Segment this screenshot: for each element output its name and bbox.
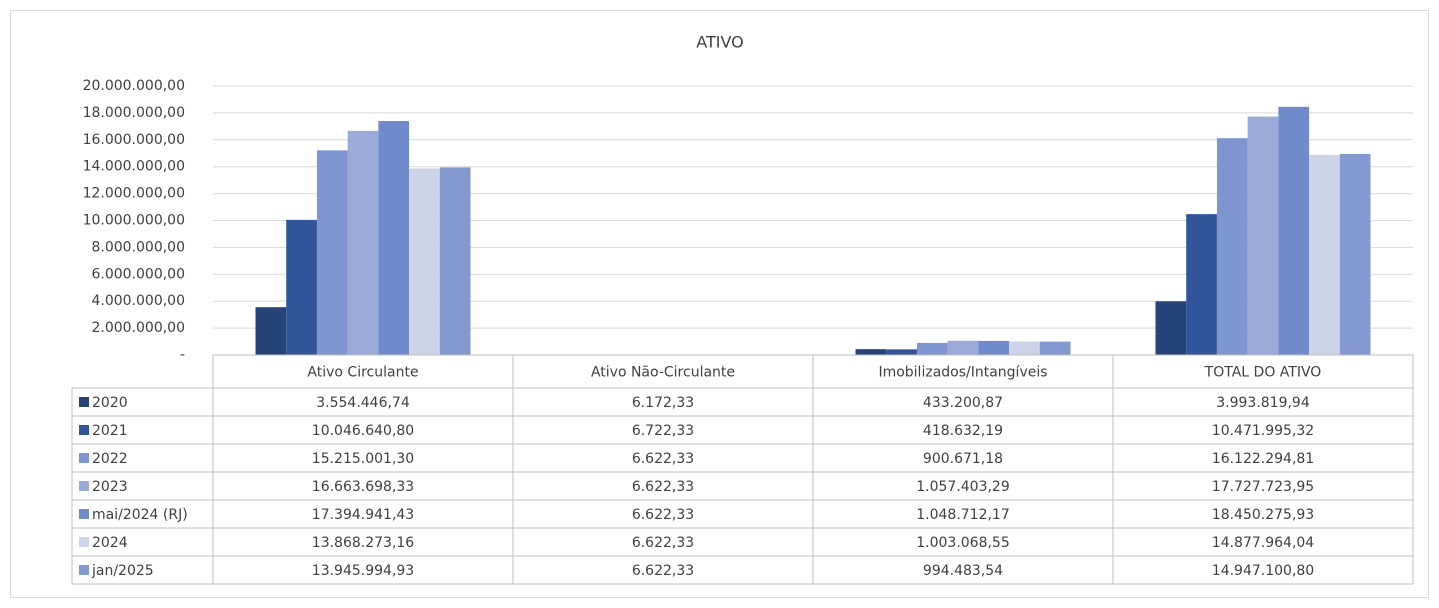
table-cell: 6.622,33 [632,451,694,467]
table-cell: 10.471.995,32 [1212,423,1314,439]
table-cell: 17.394.941,43 [312,507,414,523]
table-cell: 17.727.723,95 [1212,479,1314,495]
bar [916,342,948,355]
y-tick-label: 20.000.000,00 [83,78,185,94]
y-tick-label: 10.000.000,00 [83,213,185,229]
table-cell: 14.947.100,80 [1212,563,1314,579]
bar [886,349,917,355]
bar [1216,138,1248,355]
legend-key [79,509,89,519]
y-tick-label: 4.000.000,00 [91,293,185,309]
bar [1009,341,1040,355]
table-cell: 1.048.712,17 [916,507,1010,523]
x-tick-label: Ativo Não-Circulante [591,365,735,381]
chart-title: ATIVO [696,33,743,52]
y-tick-label: 8.000.000,00 [91,239,185,255]
table-cell: 13.945.994,93 [312,563,414,579]
legend-label: 2020 [92,395,128,411]
bar [1339,153,1371,355]
x-tick-label: Ativo Circulante [307,365,418,381]
table-cell: 6.622,33 [632,535,694,551]
legend-key [79,537,89,547]
legend-key [79,565,89,575]
y-tick-label: 2.000.000,00 [91,320,185,336]
table-cell: 13.868.273,16 [312,535,415,551]
table-cell: 16.663.698,33 [312,479,414,495]
legend-label: 2024 [92,535,128,551]
legend-key [79,481,89,491]
y-tick-label: 12.000.000,00 [83,186,185,202]
y-tick-label: 14.000.000,00 [83,159,185,175]
bar [1155,301,1187,355]
legend-label: 2021 [92,423,128,439]
bar [1309,154,1340,355]
table-cell: 16.122.294,81 [1212,451,1314,467]
table-cell: 10.046.640,80 [312,423,414,439]
bar [1039,341,1071,355]
legend-label: 2023 [92,479,128,495]
legend-label: mai/2024 (RJ) [92,507,188,523]
y-tick-label: 6.000.000,00 [91,266,185,282]
table-cell: 994.483,54 [923,563,1003,579]
bar [255,307,287,355]
table-cell: 18.450.275,93 [1212,507,1314,523]
bar [347,130,379,355]
legend-key [79,453,89,463]
bar [947,340,979,355]
legend-label: jan/2025 [91,563,154,579]
table-cell: 6.722,33 [632,423,694,439]
bar [978,340,1010,355]
legend-key [79,425,89,435]
bar [1247,116,1279,356]
bar [855,349,887,355]
y-tick-label: - [180,347,185,363]
table-cell: 1.003.068,55 [916,535,1010,551]
table-cell: 6.172,33 [632,395,694,411]
table-cell: 14.877.964,04 [1212,535,1315,551]
table-cell: 3.554.446,74 [316,395,410,411]
table-cell: 6.622,33 [632,563,694,579]
table-cell: 418.632,19 [923,423,1003,439]
bar [316,150,348,355]
table-cell: 3.993.819,94 [1216,395,1310,411]
table-cell: 433.200,87 [923,395,1003,411]
legend-key [79,397,89,407]
legend-label: 2022 [92,451,128,467]
bar [439,167,471,355]
table-cell: 6.622,33 [632,507,694,523]
bar [286,219,317,355]
y-tick-label: 18.000.000,00 [83,105,185,121]
table-cell: 6.622,33 [632,479,694,495]
bar [1186,214,1217,355]
table-cell: 900.671,18 [923,451,1003,467]
table-cell: 15.215.001,30 [312,451,414,467]
bar [409,168,440,355]
bar [378,121,410,355]
x-tick-label: Imobilizados/Intangíveis [878,365,1047,381]
bar [1278,106,1310,356]
table-cell: 1.057.403,29 [916,479,1010,495]
y-tick-label: 16.000.000,00 [83,132,185,148]
x-tick-label: TOTAL DO ATIVO [1204,365,1322,381]
